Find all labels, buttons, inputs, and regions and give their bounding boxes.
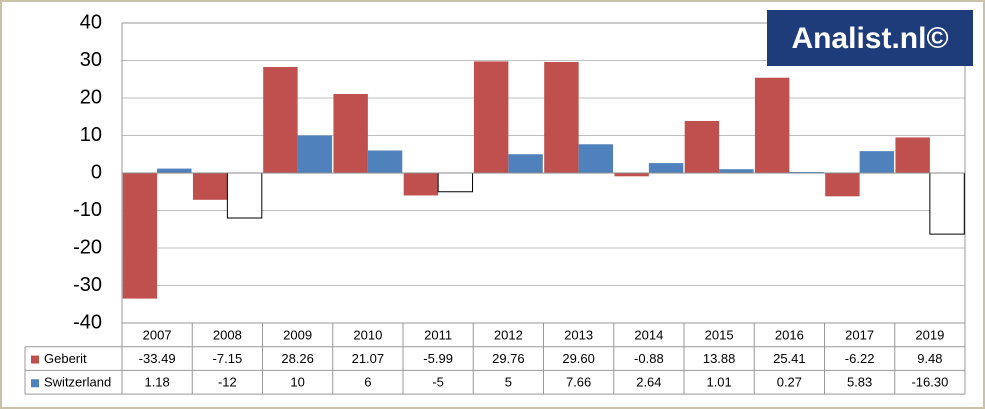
table-cell: -6.22 xyxy=(845,351,875,366)
x-tick-label: 2016 xyxy=(775,327,804,342)
bar xyxy=(508,154,543,173)
bar xyxy=(578,144,614,173)
table-cell: 29.60 xyxy=(562,351,595,366)
bar xyxy=(719,169,754,173)
bar xyxy=(648,163,684,173)
legend-label: Switzerland xyxy=(44,375,111,390)
table-cell: 1.18 xyxy=(144,375,169,390)
bar xyxy=(895,137,930,173)
table-cell: 21.07 xyxy=(352,351,385,366)
x-tick-label: 2019 xyxy=(915,327,944,342)
table-cell: 1.01 xyxy=(706,375,731,390)
y-tick-label: -20 xyxy=(73,236,102,258)
y-tick-label: 20 xyxy=(80,86,102,108)
table-cell: 7.66 xyxy=(566,375,591,390)
table-cell: -7.15 xyxy=(213,351,243,366)
bar xyxy=(473,61,509,173)
watermark: Analist.nl© xyxy=(791,22,948,55)
bar xyxy=(544,62,579,173)
bar xyxy=(192,173,228,200)
bar xyxy=(263,67,298,173)
bar xyxy=(437,172,474,193)
x-tick-label: 2014 xyxy=(634,327,663,342)
table-cell: 28.26 xyxy=(281,351,314,366)
y-tick-label: 0 xyxy=(91,161,102,183)
table-cell: 0.27 xyxy=(777,375,802,390)
bar xyxy=(929,172,965,235)
y-tick-label: -30 xyxy=(73,274,102,296)
table-cell: -12 xyxy=(218,375,237,390)
table-cell: 2.64 xyxy=(636,375,661,390)
bar xyxy=(122,173,158,299)
table-cell: -5.99 xyxy=(423,351,453,366)
y-tick-label: -10 xyxy=(73,199,102,221)
y-tick-label: 40 xyxy=(80,11,102,33)
legend-marker xyxy=(31,355,39,364)
bar xyxy=(297,135,333,173)
table-cell: 5 xyxy=(505,375,512,390)
table-cell: 9.48 xyxy=(917,351,942,366)
x-tick-label: 2009 xyxy=(283,327,312,342)
x-tick-label: 2010 xyxy=(353,327,382,342)
bar xyxy=(333,93,368,173)
table-cell: -33.49 xyxy=(139,351,176,366)
table-cell: -0.88 xyxy=(634,351,664,366)
table-cell: -16.30 xyxy=(911,375,948,390)
y-tick-label: 10 xyxy=(80,124,102,146)
table-cell: 25.41 xyxy=(773,351,806,366)
watermark-box xyxy=(767,10,973,66)
x-tick-label: 2012 xyxy=(494,327,523,342)
bar xyxy=(754,77,790,173)
y-tick-label: 30 xyxy=(80,49,102,71)
bar xyxy=(789,171,824,173)
table-cell: 6 xyxy=(364,375,371,390)
bar xyxy=(859,151,895,173)
bar xyxy=(403,173,439,196)
legend-label: Geberit xyxy=(44,351,87,366)
table-cell: 29.76 xyxy=(492,351,525,366)
x-tick-label: 2013 xyxy=(564,327,593,342)
bar xyxy=(825,173,860,197)
y-tick-label: -40 xyxy=(73,311,102,333)
x-tick-label: 2015 xyxy=(705,327,734,342)
bar xyxy=(684,120,720,173)
table-cell: 5.83 xyxy=(847,375,872,390)
table-cell: 10 xyxy=(290,375,304,390)
legend-marker xyxy=(31,379,39,388)
x-tick-label: 2008 xyxy=(213,327,242,342)
x-tick-label: 2017 xyxy=(845,327,874,342)
x-tick-label: 2007 xyxy=(143,327,172,342)
table-cell: 13.88 xyxy=(703,351,736,366)
bar xyxy=(226,172,263,219)
bar xyxy=(367,150,403,173)
table-cell: -5 xyxy=(432,375,444,390)
bar xyxy=(157,168,192,173)
bar xyxy=(614,173,649,177)
x-tick-label: 2011 xyxy=(424,327,452,342)
